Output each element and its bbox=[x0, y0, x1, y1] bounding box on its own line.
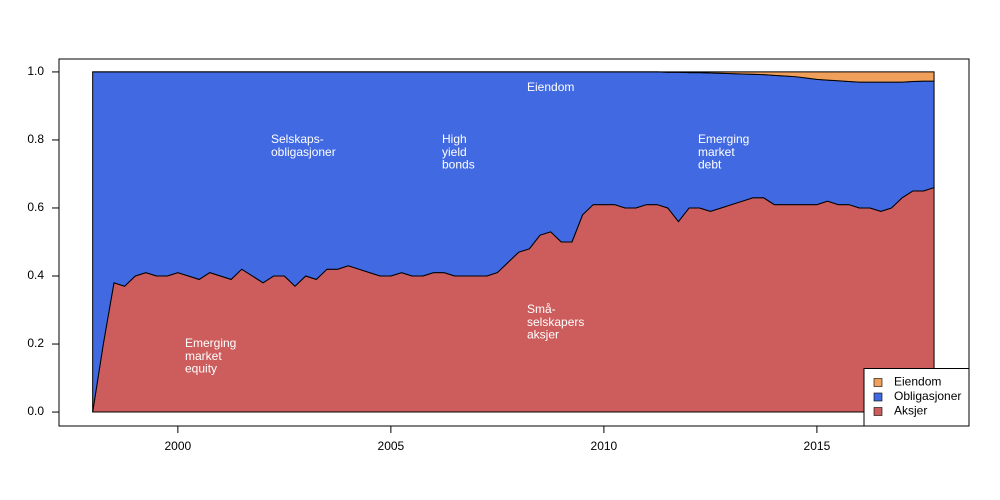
annotation: bonds bbox=[442, 158, 475, 172]
annotation: equity bbox=[185, 362, 217, 376]
legend-swatch bbox=[873, 407, 883, 416]
annotation: Emerging bbox=[698, 132, 749, 146]
annotation: Små- bbox=[527, 302, 556, 316]
area bbox=[92, 71, 935, 83]
legend-label: Eiendom bbox=[894, 375, 941, 389]
annotation: yield bbox=[442, 145, 467, 159]
x-tick-label: 2005 bbox=[378, 439, 405, 453]
x-tick-label: 2015 bbox=[804, 439, 831, 453]
y-tick-label: 1.0 bbox=[27, 64, 44, 78]
legend-box bbox=[863, 368, 970, 427]
annotation: aksjer bbox=[527, 328, 559, 342]
y-tick-label: 0.0 bbox=[27, 404, 44, 418]
legend-label: Obligasjoner bbox=[894, 389, 961, 403]
annotation: Emerging bbox=[185, 336, 236, 350]
plot-frame bbox=[58, 58, 970, 427]
y-tick-label: 0.4 bbox=[27, 268, 44, 282]
annotation: Eiendom bbox=[527, 80, 574, 94]
annotation: market bbox=[185, 349, 222, 363]
legend-swatch bbox=[873, 378, 883, 387]
annotation: obligasjoner bbox=[271, 145, 336, 159]
x-tick-label: 2010 bbox=[591, 439, 618, 453]
y-tick-label: 0.8 bbox=[27, 132, 44, 146]
legend-swatch bbox=[873, 392, 883, 402]
annotation: High bbox=[442, 132, 467, 146]
annotation: Selskaps- bbox=[271, 132, 324, 146]
y-tick-label: 0.6 bbox=[27, 200, 44, 214]
annotation: debt bbox=[698, 158, 722, 172]
x-tick-label: 2000 bbox=[165, 439, 192, 453]
y-tick-label: 0.2 bbox=[27, 336, 44, 350]
annotation: selskapers bbox=[527, 315, 584, 329]
annotation: market bbox=[698, 145, 735, 159]
legend-label: Aksjer bbox=[894, 404, 927, 418]
